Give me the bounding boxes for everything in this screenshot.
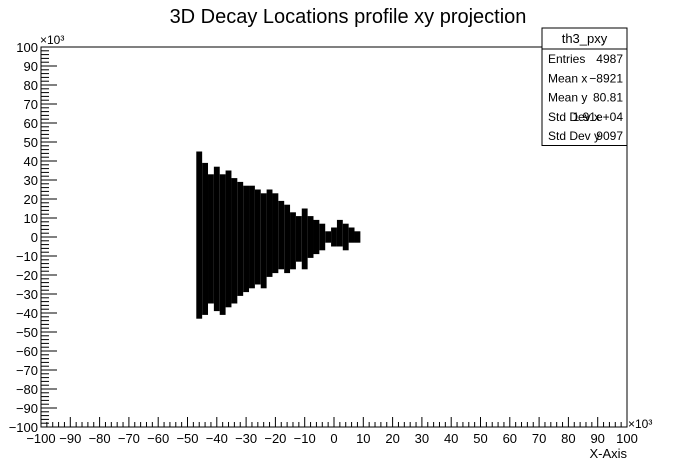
bin-column [254, 189, 261, 285]
bin-column [208, 174, 214, 304]
y-tick-label: 10 [24, 211, 38, 226]
bin-column [290, 212, 296, 270]
bin-column [219, 174, 226, 315]
y-tick-label: −40 [16, 306, 38, 321]
y-tick-label: 100 [16, 40, 38, 55]
histogram-bins [196, 151, 361, 319]
stats-row-value: 4987 [596, 52, 623, 66]
x-axis: −100 −90 −80 −70 −60 −50 −40 −30 −20 −10 0 10 20 30 40… [26, 417, 638, 446]
stats-row-value: 1.91e+04 [573, 110, 624, 124]
y-axis-scale-label: ×10³ [40, 33, 64, 47]
bin-column [331, 227, 337, 247]
bin-column [319, 223, 326, 251]
bin-column [278, 200, 285, 270]
y-tick-label: 30 [24, 173, 38, 188]
bin-column [237, 181, 244, 296]
bin-column [313, 219, 320, 255]
x-axis-scale-label: ×10³ [628, 417, 652, 431]
x-tick-label: −30 [235, 431, 257, 446]
x-tick-label: 0 [330, 431, 337, 446]
bin-column [354, 231, 361, 243]
stats-row-label: Entries [548, 52, 585, 66]
bin-column [243, 185, 250, 293]
bin-column [266, 189, 273, 277]
x-tick-label: −80 [89, 431, 111, 446]
y-tick-label: −20 [16, 268, 38, 283]
bin-column [301, 208, 308, 270]
y-tick-label: 20 [24, 192, 38, 207]
bin-column [325, 231, 332, 243]
x-axis-title: X-Axis [589, 446, 627, 461]
y-tick-label: 90 [24, 59, 38, 74]
x-tick-label: −50 [176, 431, 198, 446]
bin-column [342, 223, 349, 251]
y-axis: −100−90−80−70−60−50−40−30−20−10010203040… [9, 40, 57, 435]
x-tick-label: 20 [385, 431, 399, 446]
bin-column [249, 185, 255, 289]
chart-title: 3D Decay Locations profile xy projection [170, 6, 527, 28]
y-tick-label: 40 [24, 154, 38, 169]
stats-box-frame [541, 27, 628, 146]
y-tick-label: −30 [16, 287, 38, 302]
x-tick-label: −70 [118, 431, 140, 446]
x-tick-label: 50 [473, 431, 487, 446]
x-tick-label: 80 [561, 431, 575, 446]
bin-column [295, 216, 302, 262]
stats-row-value: 80.81 [593, 91, 623, 105]
y-tick-label: −80 [16, 382, 38, 397]
stats-row-label: Mean x [548, 71, 587, 85]
x-tick-label: 90 [590, 431, 604, 446]
bin-column [231, 178, 238, 304]
x-tick-label: 60 [503, 431, 517, 446]
y-tick-label: 60 [24, 116, 38, 131]
x-tick-label: 10 [356, 431, 370, 446]
stats-row-label: Std Dev x [548, 110, 600, 124]
y-tick-label: 50 [24, 135, 38, 150]
x-tick-label: −100 [26, 431, 55, 446]
bin-column [336, 219, 343, 247]
x-tick-label: 100 [616, 431, 638, 446]
x-tick-label: 30 [415, 431, 429, 446]
bin-column [284, 204, 291, 274]
bin-column [307, 216, 314, 258]
y-tick-label: −60 [16, 344, 38, 359]
bin-column [272, 193, 279, 274]
x-tick-label: −40 [206, 431, 228, 446]
bin-column [225, 170, 232, 308]
y-tick-label: −50 [16, 325, 38, 340]
y-tick-label: 0 [31, 230, 38, 245]
x-tick-label: −60 [147, 431, 169, 446]
y-tick-label: −10 [16, 249, 38, 264]
x-tick-label: −10 [294, 431, 316, 446]
x-tick-label: −20 [264, 431, 286, 446]
stats-row-label: Mean y [548, 91, 587, 105]
x-tick-label: 40 [444, 431, 458, 446]
y-tick-label: 70 [24, 97, 38, 112]
bin-column [213, 166, 220, 312]
bin-column [260, 193, 267, 289]
x-tick-label: −90 [59, 431, 81, 446]
y-tick-label: 80 [24, 78, 38, 93]
y-tick-label: −100 [9, 420, 38, 435]
stats-row-value: −8921 [589, 71, 623, 85]
y-tick-label: −90 [16, 401, 38, 416]
x-tick-label: 70 [532, 431, 546, 446]
bin-column [348, 227, 355, 243]
bin-column [202, 162, 209, 315]
stats-row-value: 9097 [596, 129, 623, 143]
bin-column [196, 151, 203, 319]
stats-box-title: th3_pxy [562, 31, 608, 46]
y-tick-label: −70 [16, 363, 38, 378]
stats-row-label: Std Dev y [548, 129, 600, 143]
